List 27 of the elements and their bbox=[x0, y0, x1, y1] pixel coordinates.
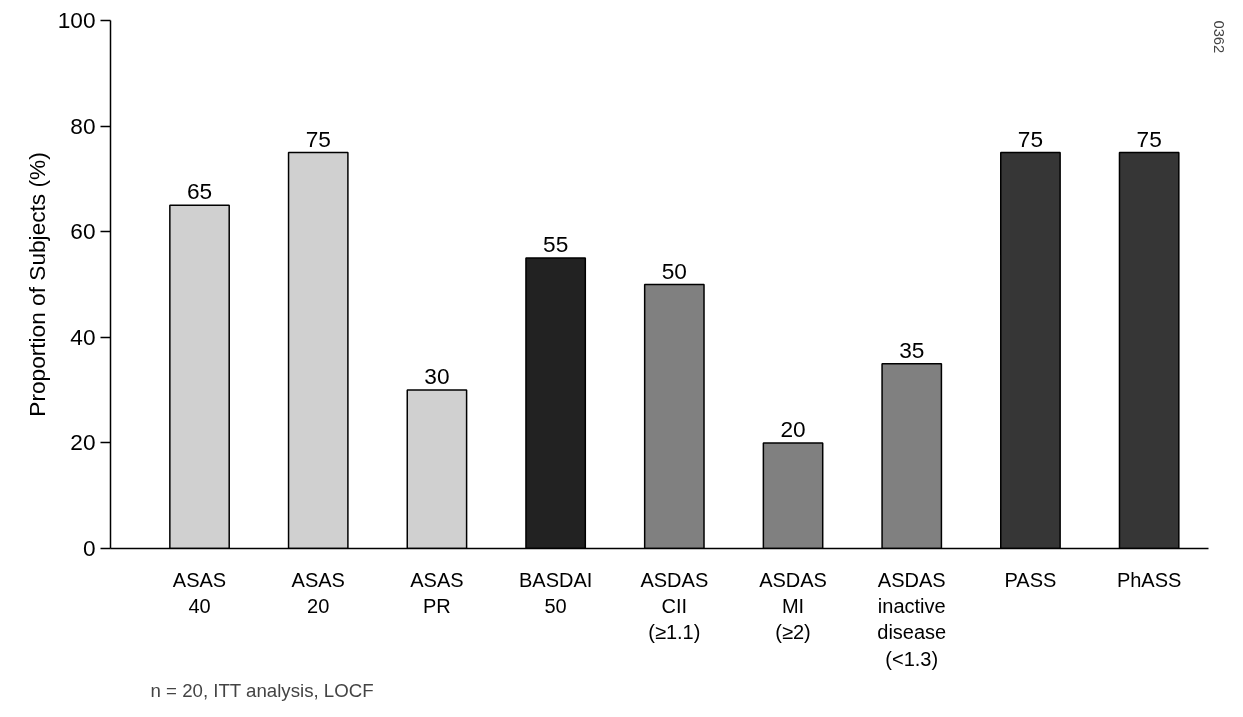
data-label: 75 bbox=[1017, 125, 1044, 152]
data-label: 20 bbox=[780, 415, 806, 442]
x-tick-label: BASDAI 50 bbox=[518, 568, 593, 617]
y-tick-label: 0 bbox=[82, 535, 96, 561]
data-label: 50 bbox=[661, 257, 687, 284]
y-axis-title: Proportion of Subjects (%) bbox=[23, 152, 50, 417]
x-tick-label: ASDAS inactive disease (<1.3) bbox=[877, 568, 947, 670]
x-tick-label: ASAS 40 bbox=[172, 568, 227, 617]
x-tick-label: PhASS bbox=[1116, 568, 1182, 591]
text: n = 20, ITT analysis, LOCF bbox=[150, 679, 374, 701]
x-tick-label: ASDAS CII (≥1.1) bbox=[640, 568, 709, 644]
y-tick-label: 100 bbox=[57, 7, 96, 33]
x-tick-label: ASAS PR bbox=[410, 568, 464, 617]
data-label: 30 bbox=[424, 363, 450, 390]
data-label: 65 bbox=[186, 178, 213, 205]
y-tick-label: 40 bbox=[70, 323, 96, 350]
text: 0362 bbox=[1210, 20, 1227, 54]
x-tick-label: PASS bbox=[1004, 568, 1057, 591]
x-tick-label: ASAS 20 bbox=[291, 568, 345, 617]
data-label: 55 bbox=[543, 231, 569, 258]
data-label: 35 bbox=[899, 336, 925, 363]
y-tick-label: 20 bbox=[70, 429, 96, 456]
y-tick-label: 80 bbox=[70, 112, 96, 139]
x-tick-label: ASDAS MI (≥2) bbox=[759, 568, 827, 644]
data-label: 75 bbox=[305, 125, 331, 152]
y-tick-label: 60 bbox=[70, 218, 96, 245]
data-label: 75 bbox=[1136, 125, 1162, 152]
